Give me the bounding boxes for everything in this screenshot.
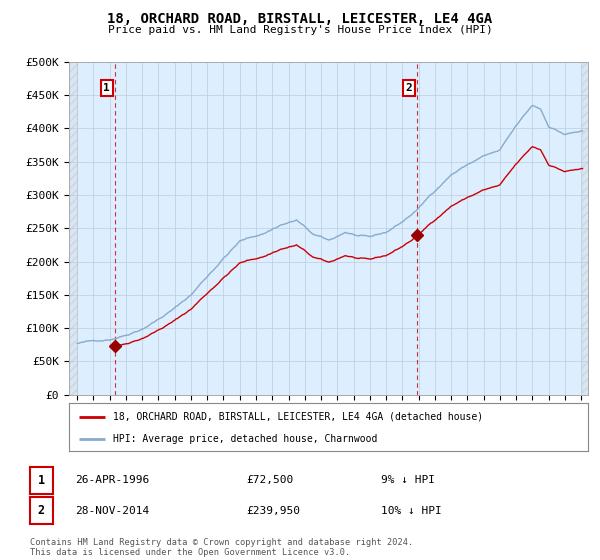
Text: 9% ↓ HPI: 9% ↓ HPI xyxy=(381,475,435,486)
Text: 2: 2 xyxy=(38,504,45,517)
Text: £239,950: £239,950 xyxy=(246,506,300,516)
Text: 28-NOV-2014: 28-NOV-2014 xyxy=(75,506,149,516)
Bar xyxy=(583,62,588,395)
Text: 2: 2 xyxy=(406,83,412,94)
Text: £72,500: £72,500 xyxy=(246,475,293,486)
Text: 18, ORCHARD ROAD, BIRSTALL, LEICESTER, LE4 4GA: 18, ORCHARD ROAD, BIRSTALL, LEICESTER, L… xyxy=(107,12,493,26)
Text: 10% ↓ HPI: 10% ↓ HPI xyxy=(381,506,442,516)
Text: 26-APR-1996: 26-APR-1996 xyxy=(75,475,149,486)
Text: 18, ORCHARD ROAD, BIRSTALL, LEICESTER, LE4 4GA (detached house): 18, ORCHARD ROAD, BIRSTALL, LEICESTER, L… xyxy=(113,412,483,422)
Text: HPI: Average price, detached house, Charnwood: HPI: Average price, detached house, Char… xyxy=(113,434,377,444)
Text: 1: 1 xyxy=(38,474,45,487)
Bar xyxy=(69,62,77,395)
Text: 1: 1 xyxy=(103,83,110,94)
Text: Contains HM Land Registry data © Crown copyright and database right 2024.
This d: Contains HM Land Registry data © Crown c… xyxy=(30,538,413,557)
Text: Price paid vs. HM Land Registry's House Price Index (HPI): Price paid vs. HM Land Registry's House … xyxy=(107,25,493,35)
